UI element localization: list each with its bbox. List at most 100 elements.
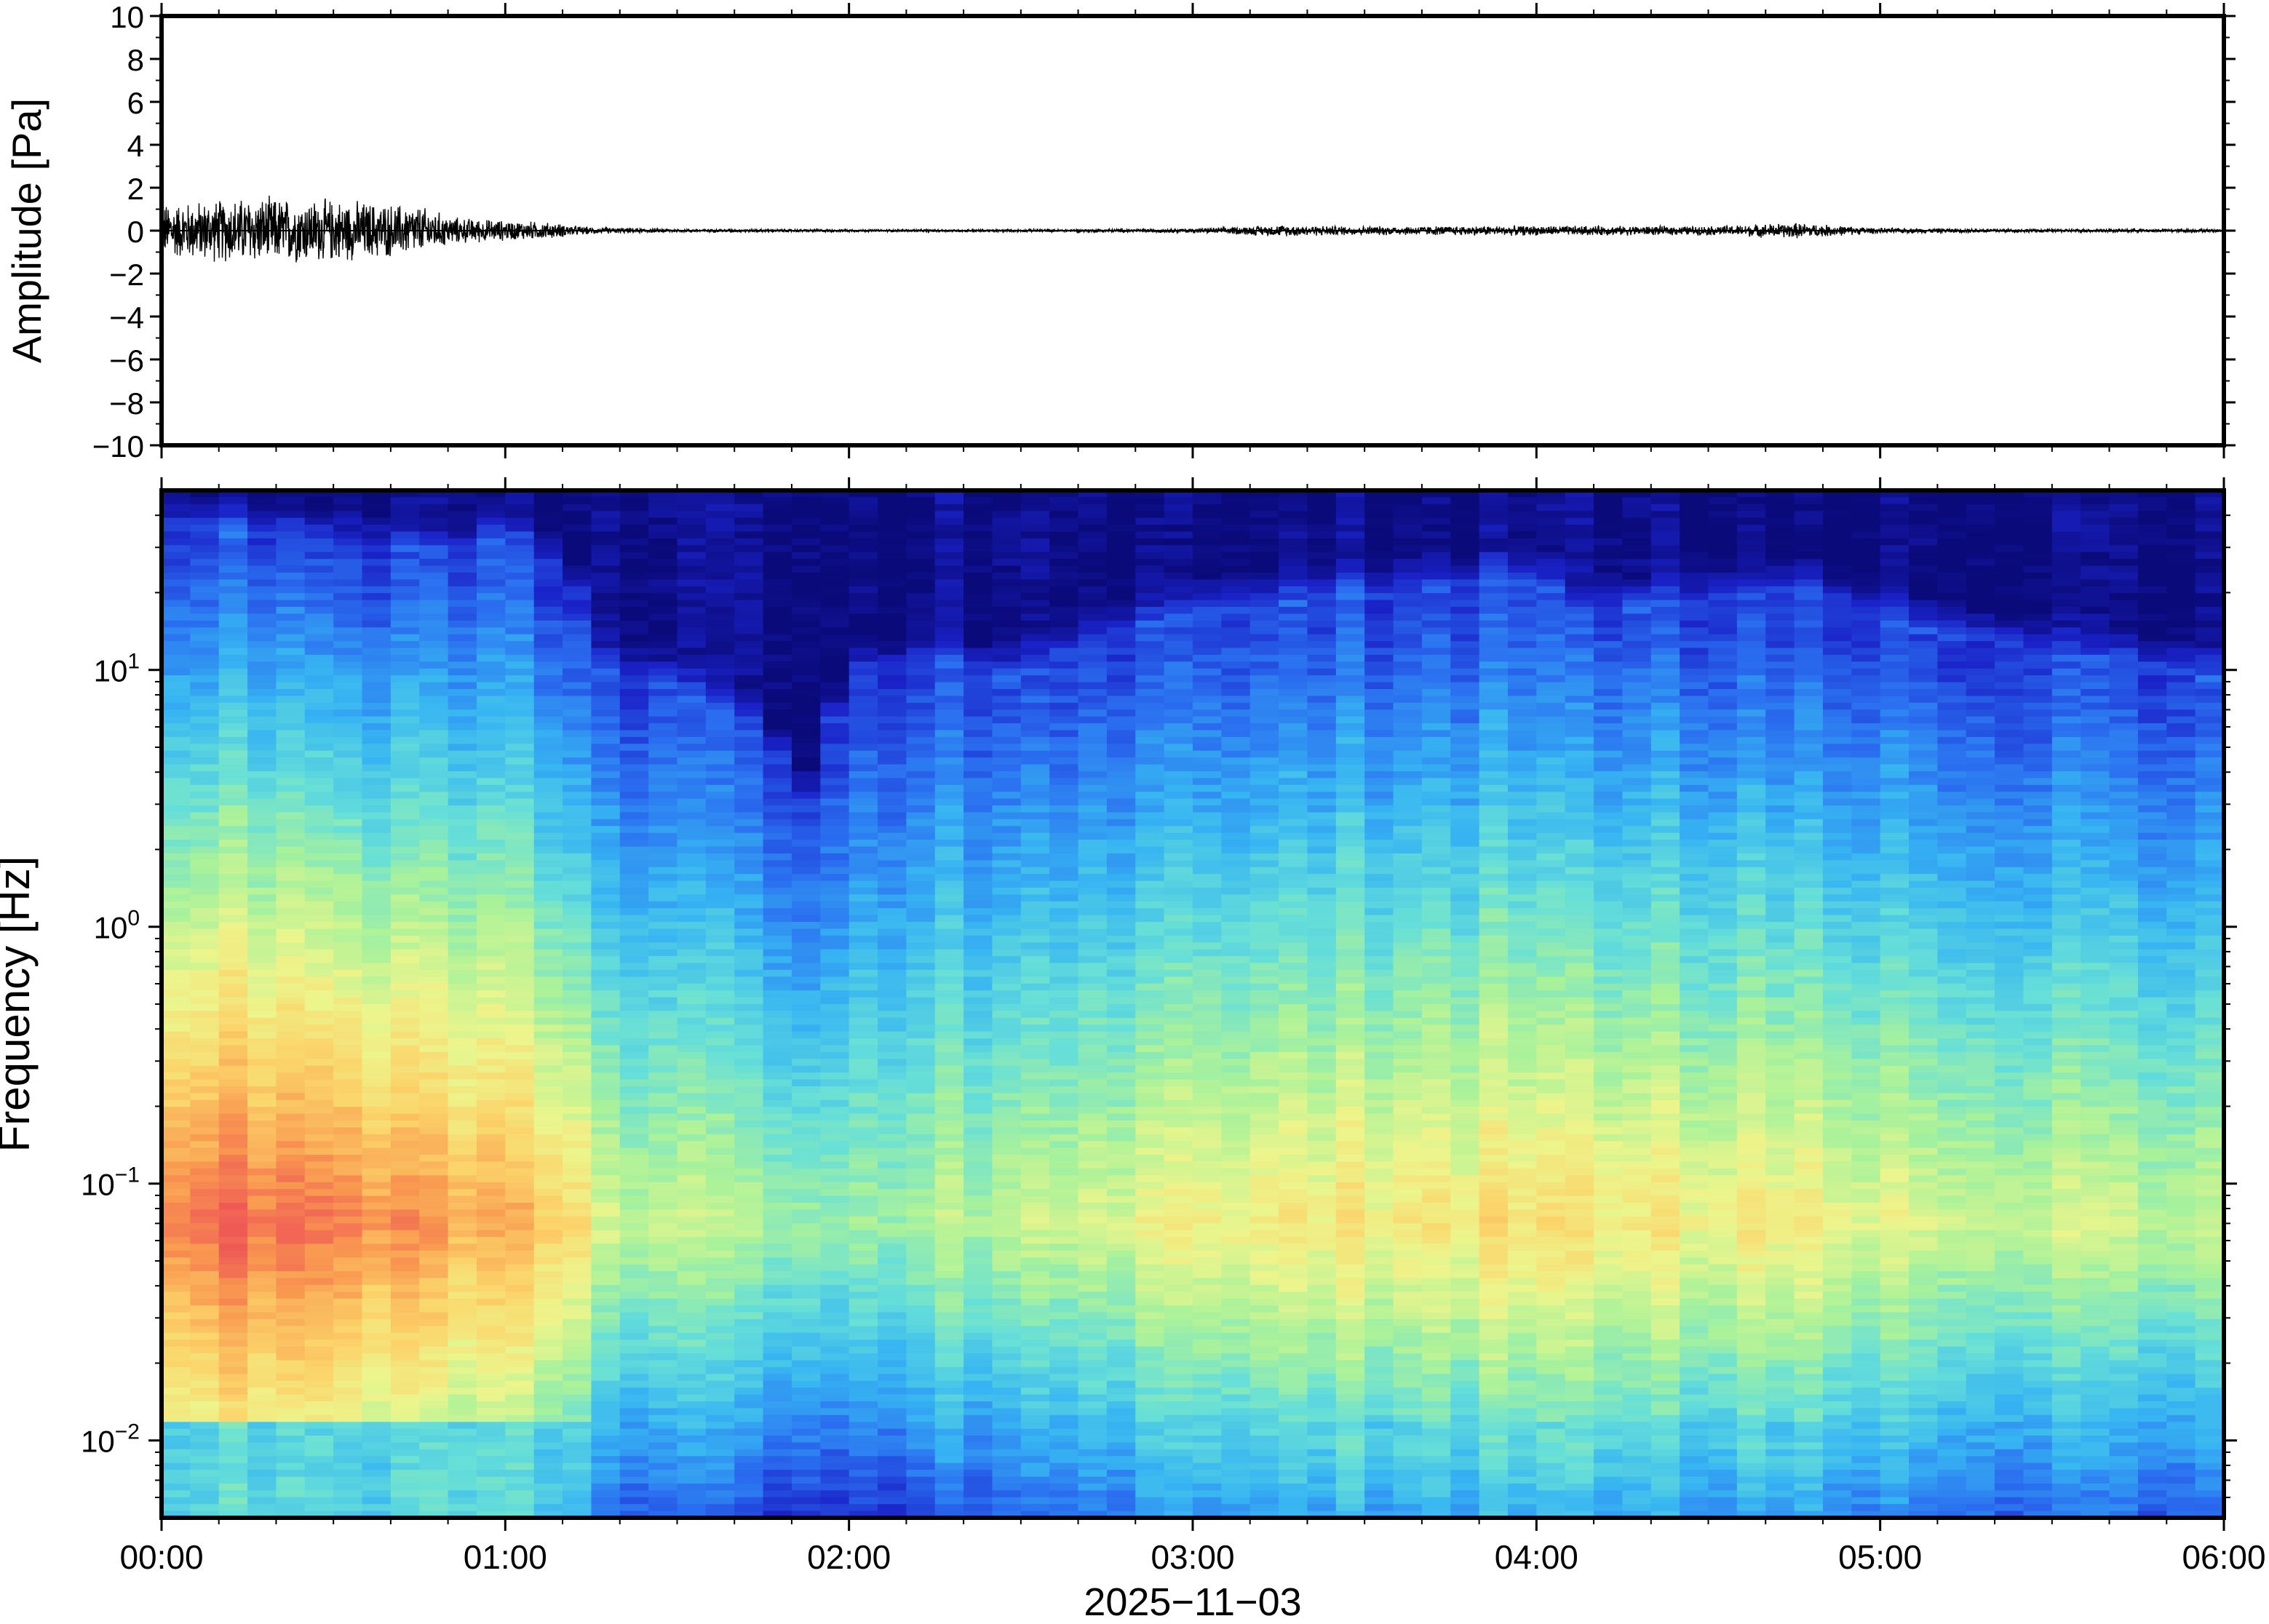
spectrogram-cell (849, 1436, 878, 1444)
spectrogram-cell (247, 1298, 277, 1306)
spectrogram-cell (705, 593, 735, 601)
spectrogram-cell (333, 613, 363, 621)
spectrogram-cell (992, 1134, 1022, 1142)
spectrogram-cell (963, 1510, 993, 1518)
spectrogram-cell (992, 1264, 1022, 1272)
spectrogram-cell (390, 894, 420, 902)
spectrogram-cell (1020, 1298, 1050, 1306)
spectrogram-cell (333, 1127, 363, 1135)
spectrogram-cell (734, 880, 764, 888)
spectrogram-cell (1078, 819, 1108, 827)
spectrogram-cell (563, 1326, 592, 1334)
spectrogram-cell (276, 1504, 306, 1512)
spectrogram-cell (992, 1065, 1022, 1073)
spectrogram-cell (734, 1189, 764, 1197)
spectrogram-cell (791, 1072, 821, 1080)
spectrogram-cell (648, 1051, 678, 1059)
spectrogram-cell (734, 627, 764, 635)
spectrogram-cell (448, 1079, 477, 1087)
spectrogram-cell (533, 908, 563, 916)
spectrogram-cell (362, 1237, 392, 1245)
spectrogram-cell (705, 511, 735, 519)
spectrogram-cell (763, 1147, 792, 1155)
spectrogram-cell (963, 1497, 993, 1505)
spectrogram-cell (705, 1462, 735, 1470)
spectrogram-cell (563, 716, 592, 724)
spectrogram-cell (591, 1168, 621, 1176)
spectrogram-cell (162, 1298, 191, 1306)
spectrogram-cell (476, 1374, 506, 1382)
spectrogram-cell (563, 1209, 592, 1217)
spectrogram-cell (1049, 1045, 1079, 1053)
spectrogram-cell (1020, 1436, 1050, 1444)
spectrogram-cell (533, 928, 563, 936)
spectrogram-cell (419, 1305, 449, 1313)
spectrogram-cell (419, 935, 449, 943)
spectrogram-cell (849, 1161, 878, 1169)
spectrogram-cell (906, 764, 936, 772)
spectrogram-cell (734, 1093, 764, 1101)
spectrogram-cell (362, 525, 392, 533)
spectrogram-cell (533, 696, 563, 704)
spectrogram-cell (505, 511, 535, 519)
spectrogram-cell (591, 538, 621, 546)
spectrogram-cell (276, 792, 306, 800)
spectrogram-cell (276, 736, 306, 744)
spectrogram-cell (563, 579, 592, 587)
spectrogram-cell (906, 497, 936, 505)
spectrogram-cell (218, 1428, 248, 1436)
spectrogram-cell (304, 1360, 334, 1368)
spectrogram-cell (963, 600, 993, 608)
spectrogram-cell (190, 976, 220, 984)
spectrogram-cell (705, 1449, 735, 1457)
spectrogram-cell (304, 1456, 334, 1464)
spectrogram-cell (677, 1257, 707, 1265)
spectrogram-cell (419, 1127, 449, 1135)
spectrogram-cell (992, 1449, 1022, 1457)
spectrogram-cell (333, 1462, 363, 1470)
spectrogram-cell (304, 503, 334, 512)
spectrogram-cell (563, 1490, 592, 1498)
spectrogram-cell (448, 572, 477, 580)
spectrogram-cell (533, 997, 563, 1005)
spectrogram-cell (878, 771, 907, 779)
spectrogram-cell (791, 764, 821, 772)
spectrogram-cell (705, 572, 735, 580)
spectrogram-cell (333, 1237, 363, 1245)
spectrogram-cell (878, 826, 907, 834)
spectrogram-cell (906, 1476, 936, 1484)
spectrogram-cell (1078, 634, 1108, 642)
spectrogram-cell (448, 798, 477, 806)
spectrogram-cell (849, 805, 878, 813)
spectrogram-cell (162, 1195, 191, 1203)
spectrogram-cell (276, 1107, 306, 1115)
spectrogram-cell (591, 915, 621, 923)
spectrogram-cell (734, 1079, 764, 1087)
spectrogram-cell (734, 1168, 764, 1176)
spectrogram-cell (591, 1305, 621, 1313)
spectrogram-cell (333, 983, 363, 991)
spectrogram-cell (362, 702, 392, 710)
spectrogram-cell (1020, 1093, 1050, 1101)
spectrogram-cell (763, 908, 792, 916)
spectrogram-cell (1020, 1182, 1050, 1190)
spectrogram-cell (419, 744, 449, 752)
spectrogram-cell (820, 1127, 850, 1135)
spectrogram-cell (563, 908, 592, 916)
spectrogram-cell (734, 1264, 764, 1272)
spectrogram-cell (390, 1291, 420, 1299)
spectrogram-cell (218, 1202, 248, 1210)
spectrogram-cell (878, 922, 907, 930)
spectrogram-cell (734, 675, 764, 683)
spectrogram-cell (563, 771, 592, 779)
spectrogram-cell (648, 736, 678, 744)
spectrogram-cell (190, 1353, 220, 1361)
spectrogram-cell (218, 1497, 248, 1505)
spectrogram-cell (619, 579, 649, 587)
spectrogram-cell (162, 1065, 191, 1073)
spectrogram-cell (362, 1271, 392, 1279)
spectrogram-cell (390, 949, 420, 957)
spectrogram-cell (705, 531, 735, 539)
spectrogram-cell (304, 1340, 334, 1348)
spectrogram-cell (677, 1504, 707, 1512)
